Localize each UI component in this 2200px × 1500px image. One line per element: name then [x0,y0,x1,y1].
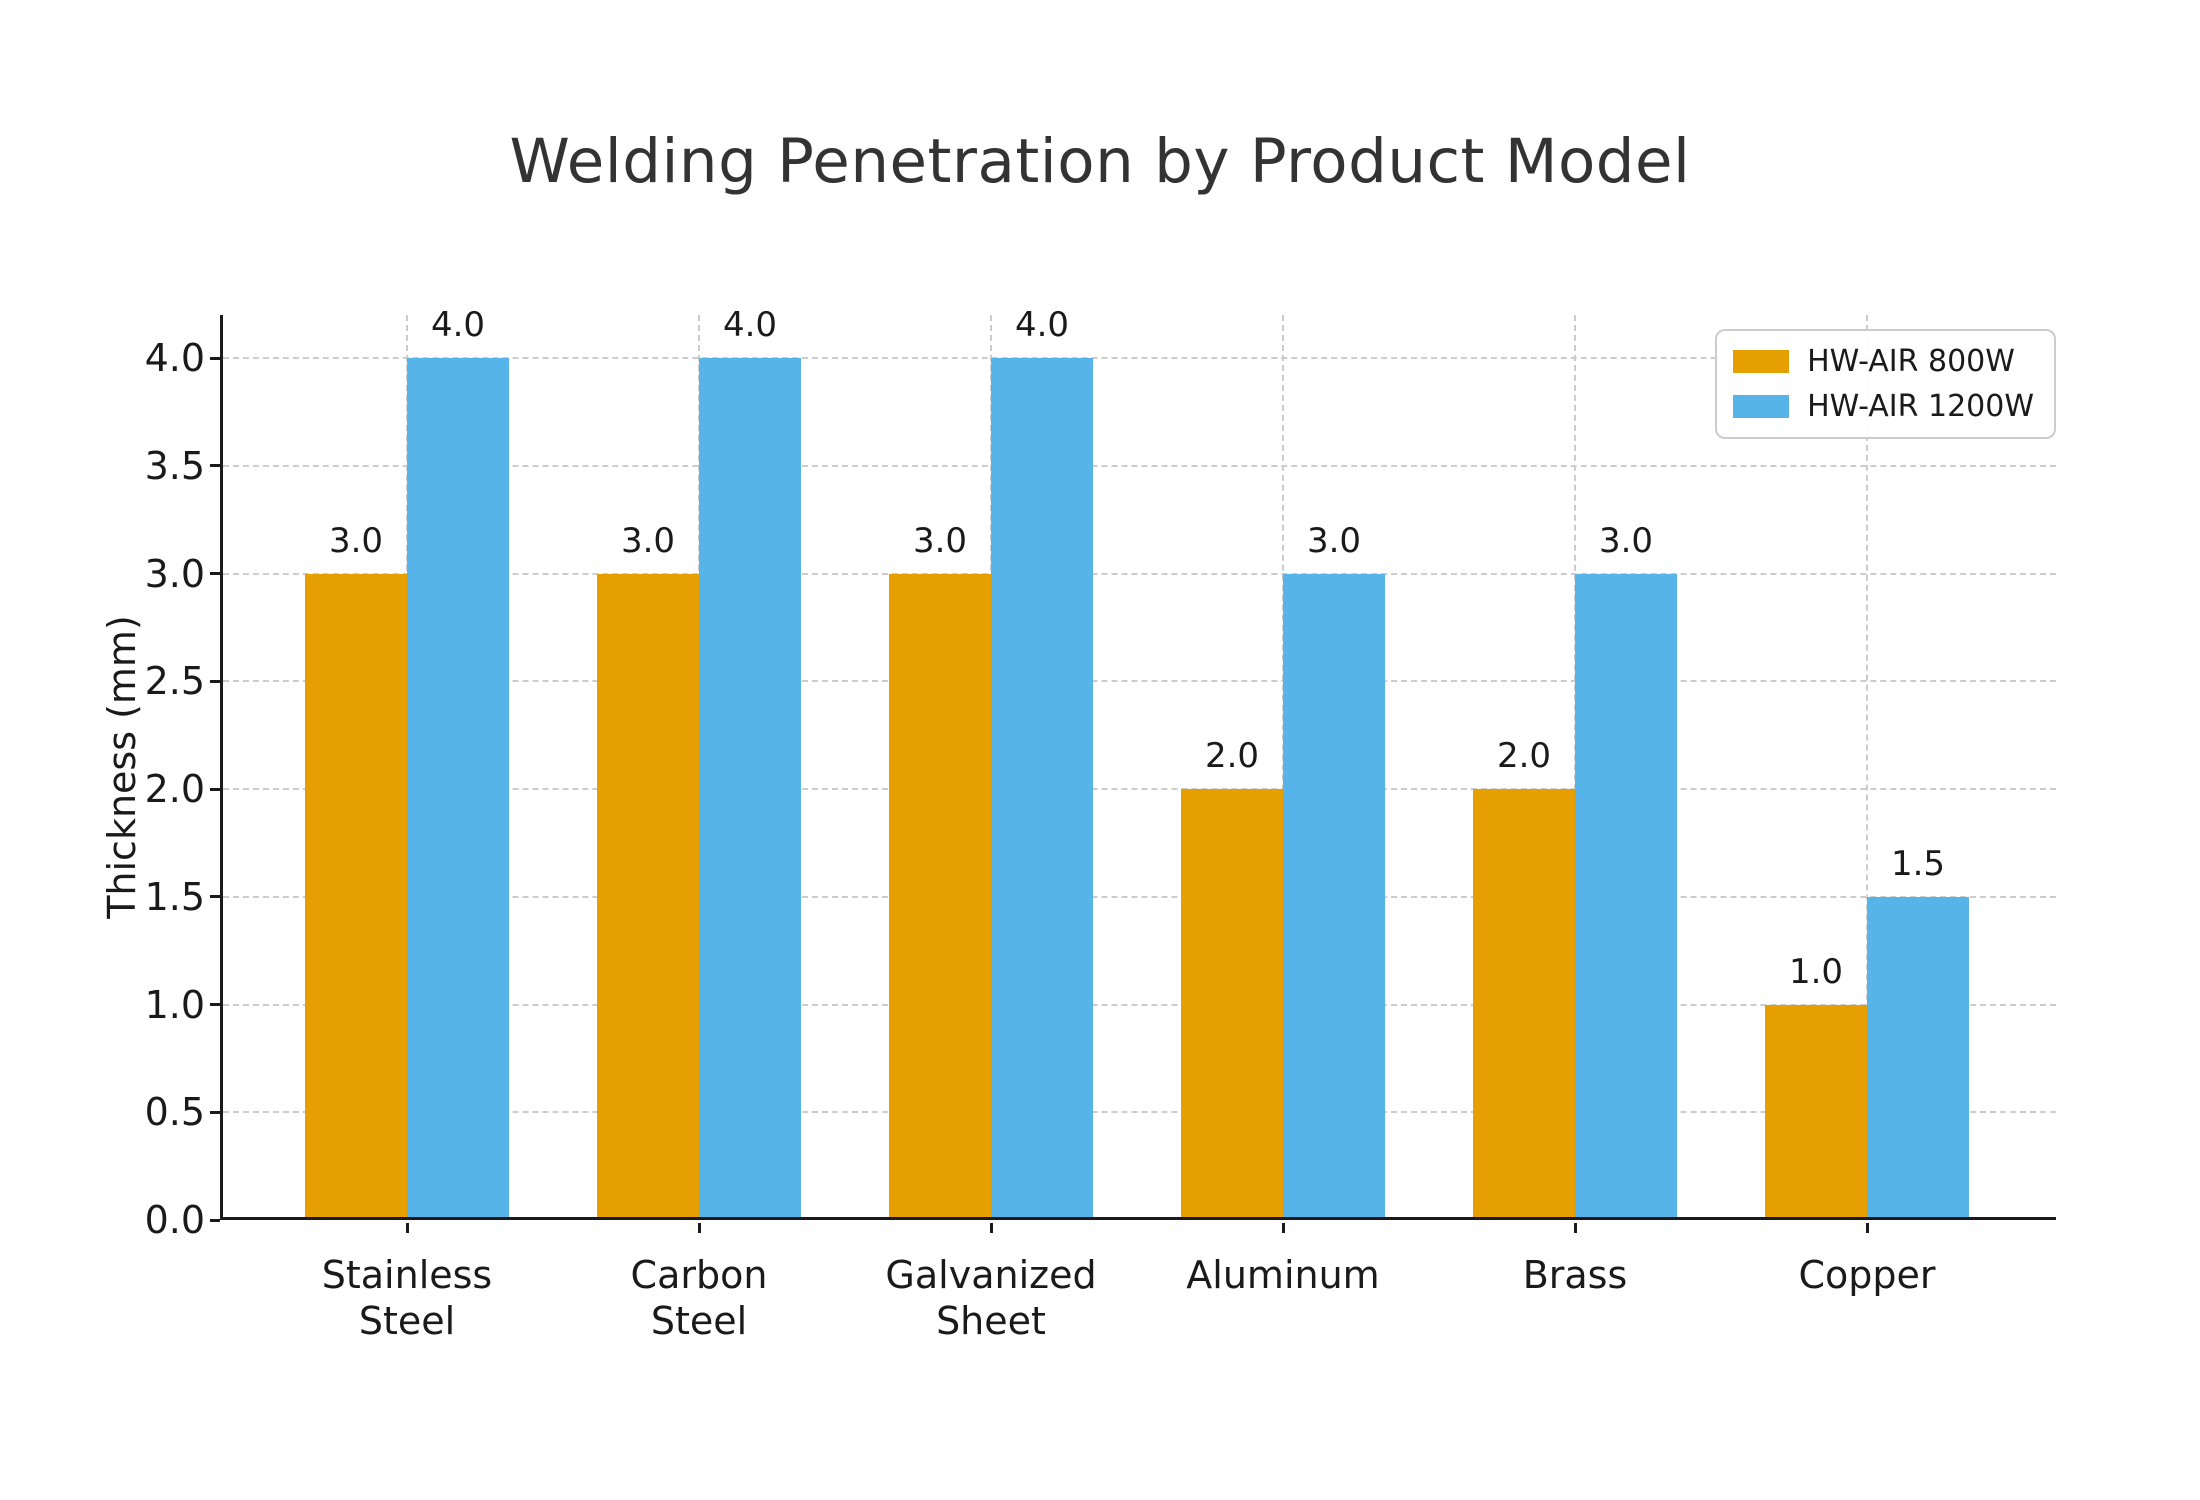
x-tick-mark [697,1223,701,1233]
axes-spines [220,315,2056,1220]
y-tick-mark [210,1218,220,1222]
gridline-horizontal [223,1003,2056,1006]
bar-series1 [1473,789,1575,1220]
legend-swatch-orange-icon [1733,350,1790,373]
y-tick-label: 4.0 [144,336,205,381]
y-tick-mark [210,464,220,468]
y-tick-mark [210,895,220,899]
gridline-vertical [1866,315,1868,1220]
bar-series2 [699,358,801,1220]
bar-value-label: 1.0 [1788,951,1844,992]
legend-label-hw-air-800w: HW-AIR 800W [1807,344,2015,379]
y-tick-mark [210,356,220,360]
legend-item-hw-air-800w: HW-AIR 800W [1733,344,2034,379]
x-tick-mark [1281,1223,1285,1233]
bar-value-label: 2.0 [1496,736,1552,777]
bar-series1 [1765,1004,1867,1220]
y-tick-label: 1.0 [144,982,205,1027]
bar-series2 [1867,896,1969,1220]
y-tick-label: 3.5 [144,443,205,488]
x-tick-label: Stainless Steel [321,1253,493,1344]
chart-title: Welding Penetration by Product Model [509,126,1691,197]
bar-value-label: 3.0 [328,520,384,561]
gridline-horizontal [223,357,2056,360]
x-tick-mark [1865,1223,1869,1233]
y-tick-label: 3.0 [144,551,205,596]
bar-series2 [1575,573,1677,1220]
bar-series2 [1283,573,1385,1220]
y-tick-mark [210,679,220,683]
bar-series1 [1181,789,1283,1220]
bar-value-label: 3.0 [1598,520,1654,561]
y-tick-label: 1.5 [144,874,205,919]
bar-series1 [597,573,699,1220]
y-tick-mark [210,1003,220,1007]
y-tick-mark [210,1110,220,1114]
bar-series2 [991,358,1093,1220]
bar-value-label: 1.5 [1890,843,1946,884]
x-tick-label: Copper [1798,1253,1936,1297]
bar-value-label: 4.0 [722,305,778,346]
x-tick-mark [405,1223,409,1233]
gridline-horizontal [223,464,2056,467]
bar-value-label: 2.0 [1204,736,1260,777]
gridline-horizontal [223,788,2056,791]
x-tick-label: Carbon Steel [630,1253,768,1344]
y-tick-mark [210,572,220,576]
bar-series1 [305,573,407,1220]
bar-series1 [889,573,991,1220]
bar-value-label: 4.0 [430,305,486,346]
x-tick-mark [989,1223,993,1233]
x-tick-label: Aluminum [1186,1253,1380,1297]
bar-value-label: 3.0 [1306,520,1362,561]
y-tick-mark [210,787,220,791]
y-tick-label: 0.0 [144,1198,205,1242]
x-tick-mark [1573,1223,1577,1233]
gridline-horizontal [223,1111,2056,1114]
legend: HW-AIR 800W HW-AIR 1200W [1715,329,2056,439]
bar-value-label: 3.0 [620,520,676,561]
gridline-horizontal [223,572,2056,575]
legend-label-hw-air-1200w: HW-AIR 1200W [1807,389,2034,424]
x-tick-label: Galvanized Sheet [885,1253,1097,1344]
legend-item-hw-air-1200w: HW-AIR 1200W [1733,389,2034,424]
bar-value-label: 3.0 [912,520,968,561]
gridline-horizontal [223,680,2056,683]
x-tick-label: Brass [1522,1253,1628,1297]
bar-series2 [407,358,509,1220]
y-tick-label: 2.5 [144,659,205,704]
legend-swatch-blue-icon [1733,395,1790,418]
gridline-horizontal [223,895,2056,898]
y-tick-label: 2.0 [144,767,205,812]
y-tick-label: 0.5 [144,1090,205,1135]
bar-value-label: 4.0 [1014,305,1070,346]
